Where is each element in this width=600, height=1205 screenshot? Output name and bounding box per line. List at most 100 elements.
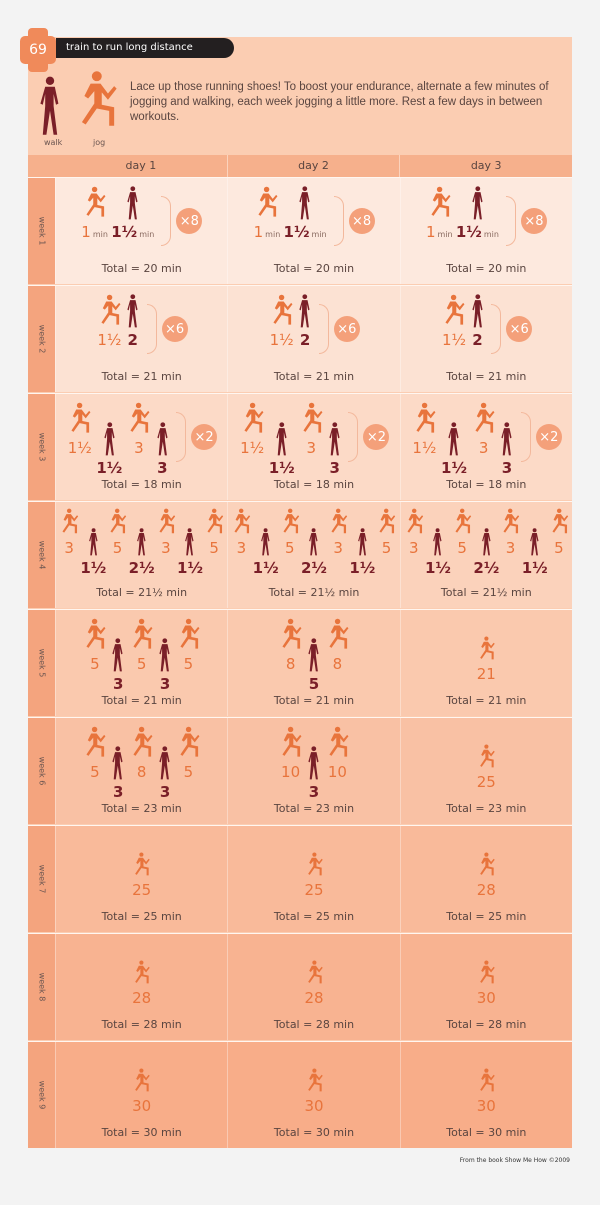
day-header: day 1 [125, 159, 157, 172]
jog-minutes: 5 [90, 655, 100, 673]
walk-step: 1½ [522, 528, 548, 576]
unit-label: min [483, 230, 499, 239]
jog-icon [175, 618, 202, 656]
day-cell: 10 3 10 Total = 23 min [227, 718, 399, 824]
jog-icon [324, 618, 351, 656]
jog-minutes: 1½ [441, 331, 467, 349]
jog-icon [58, 508, 80, 540]
week-label: week 4 [37, 540, 46, 570]
repeat-group: ×8 [505, 196, 547, 246]
jog-step: 5 [375, 508, 397, 556]
walk-minutes: 5 [308, 675, 320, 693]
walk-step: 1½ [269, 422, 295, 476]
walk-icon [500, 422, 514, 460]
total-time: Total = 25 min [446, 910, 527, 923]
total-time: Total = 20 min [101, 262, 182, 275]
jog-step: 30 [131, 1068, 152, 1114]
jog-minutes: 3 [236, 539, 247, 557]
jog-icon [155, 508, 177, 540]
walk-icon [126, 186, 140, 224]
total-time: Total = 23 min [101, 802, 182, 815]
jog-icon [128, 618, 155, 656]
jog-icon [375, 508, 397, 540]
repeat-group: ×2 [520, 412, 562, 462]
jog-minutes: 3 [134, 439, 144, 457]
jog-step: 1½ [411, 402, 438, 456]
walk-minutes: 1½ [80, 559, 107, 577]
jog-step: 3 [230, 508, 252, 556]
week-label: week 1 [37, 216, 46, 246]
walk-step: 5 [307, 638, 321, 692]
walk-minutes: 1½ [268, 459, 295, 477]
jog-minutes: 28 [476, 881, 496, 899]
walk-minutes: 1½ [441, 459, 467, 477]
jog-icon [451, 508, 473, 540]
walk-icon [447, 422, 461, 460]
total-time: Total = 18 min [273, 478, 355, 491]
walk-step: 2½ [473, 528, 499, 576]
jog-icon [131, 1068, 152, 1098]
jog-step: 8 [128, 726, 155, 780]
jog-icon [81, 186, 108, 224]
day-cell: 25 Total = 25 min [227, 826, 399, 932]
week-label-cell: week 7 [28, 826, 55, 932]
week-label-cell: week 6 [28, 718, 55, 824]
brace-icon [505, 196, 516, 246]
brace-icon [318, 304, 329, 354]
jog-step: 5 [451, 508, 473, 556]
jog-minutes: 3 [478, 439, 489, 457]
walk-icon [471, 294, 485, 332]
jog-step: 28 [304, 960, 325, 1006]
week-label-cell: week 1 [28, 178, 55, 284]
jog-minutes: 5 [554, 539, 564, 557]
jog-step: 3 [298, 402, 325, 456]
jog-step: 30 [476, 1068, 497, 1114]
day-cell: 5 3 8 3 5 Total = 23 min [55, 718, 227, 824]
brace-icon [348, 412, 359, 462]
jog-step: 30 [304, 1068, 325, 1114]
walk-icon [481, 528, 492, 560]
repeat-group: ×8 [333, 196, 375, 246]
day-cell: 28 Total = 25 min [399, 826, 572, 932]
repeat-group: ×2 [348, 412, 390, 462]
week-row: week 7 25 Total = 25 min 25 Total = 25 min 28… [28, 825, 572, 932]
jog-icon [268, 294, 295, 332]
repeat-group: ×6 [491, 304, 533, 354]
day-cell: 3 1½ 5 2½ 3 1½ 5 Total = 21½ min [227, 502, 399, 608]
total-time: Total = 20 min [446, 262, 527, 275]
walk-step: 1½ [349, 528, 375, 576]
jog-step: 25 [476, 744, 497, 790]
walk-step: 3 [156, 422, 170, 476]
week-row: week 1 1 min 1½ min ×8 Total = 20 min 1 min 1½ min… [28, 177, 572, 284]
walk-minutes: 1½ [96, 459, 123, 477]
day-header-row: day 1 day 2 day 3 [28, 155, 572, 177]
walk-minutes: 2 [472, 331, 483, 349]
week-row: week 5 5 3 5 3 5 Total = 21 min 8 5 8 Total = 21 m… [28, 609, 572, 716]
week-label: week 6 [37, 756, 46, 786]
jog-step: 1½ [268, 294, 295, 348]
jog-minutes: 1½ [412, 439, 437, 457]
brace-icon [176, 412, 187, 462]
walk-minutes: 2 [127, 331, 138, 349]
walk-step: 2 [126, 294, 140, 348]
walk-minutes: 3 [157, 459, 168, 477]
jog-icon [279, 508, 301, 540]
walk-icon [184, 528, 195, 560]
jog-minutes: 5 [183, 763, 194, 781]
jog-icon [403, 508, 425, 540]
total-time: Total = 21 min [446, 370, 527, 383]
jog-icon [230, 508, 252, 540]
repeat-group: ×6 [318, 304, 360, 354]
jog-icon [476, 852, 497, 882]
total-time: Total = 21½ min [440, 586, 532, 599]
jog-step: 21 [476, 636, 497, 682]
walk-minutes: 1½ min [111, 223, 155, 241]
week-label-cell: week 8 [28, 934, 55, 1040]
walk-minutes: 3 [501, 459, 513, 477]
brace-icon [333, 196, 344, 246]
jog-minutes: 21 [476, 665, 496, 683]
jog-step: 1 min [81, 186, 108, 243]
walk-minutes: 3 [308, 783, 320, 801]
walk-step: 2½ [129, 528, 155, 576]
jog-step: 8 [324, 618, 351, 672]
